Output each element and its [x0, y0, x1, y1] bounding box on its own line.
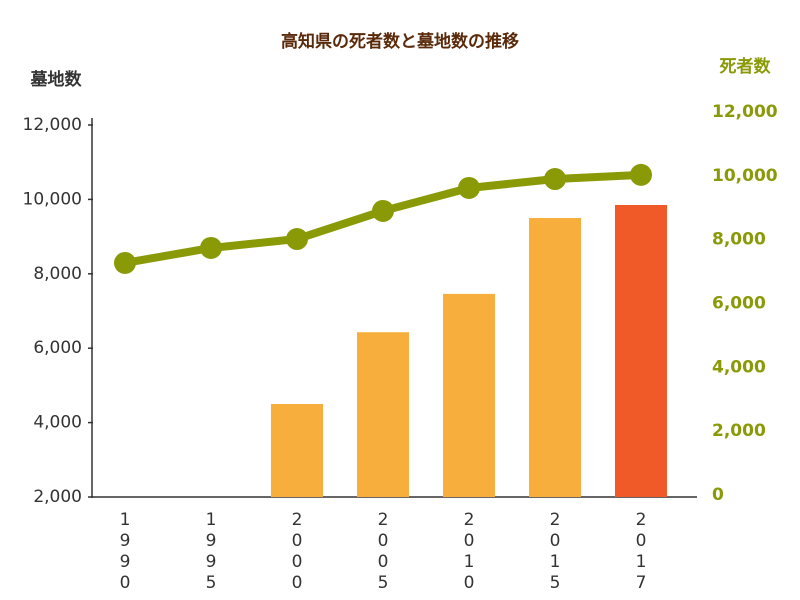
y2-tick-label: 0: [712, 485, 724, 505]
y-tick-label: 6,000: [33, 338, 82, 358]
x-tick-label: 2010: [459, 510, 479, 594]
x-tick-label: 2000: [287, 510, 307, 594]
y2-tick-label: 8,000: [712, 230, 766, 250]
line-marker: [630, 163, 652, 186]
chart-title: 高知県の死者数と墓地数の推移: [281, 31, 519, 52]
line-marker: [114, 251, 136, 274]
y-tick-label: 2,000: [33, 487, 82, 507]
bar: [529, 218, 581, 497]
y2-tick-label: 10,000: [712, 166, 778, 186]
x-tick-label: 2005: [373, 510, 393, 594]
y2-tick-label: 6,000: [712, 294, 766, 314]
line-marker: [286, 228, 308, 251]
y-tick-label: 8,000: [33, 264, 82, 284]
y-axis-label: 墓地数: [30, 69, 83, 90]
bar: [271, 404, 323, 497]
y2-tick-label: 12,000: [712, 102, 778, 122]
y2-tick-label: 4,000: [712, 357, 766, 377]
x-tick-label: 2015: [545, 510, 565, 594]
x-tick-label: 2017: [631, 510, 651, 594]
x-tick-label: 1990: [115, 510, 135, 594]
y-tick-label: 4,000: [33, 413, 82, 433]
y2-tick-label: 2,000: [712, 421, 766, 441]
y-tick-label: 10,000: [23, 189, 82, 209]
line-marker: [372, 199, 394, 222]
y-tick-label: 12,000: [23, 115, 82, 135]
line-marker: [458, 176, 480, 199]
bar: [443, 293, 495, 497]
line-marker: [544, 168, 566, 191]
x-tick-label: 1995: [201, 510, 221, 594]
bar: [357, 332, 409, 497]
bar: [615, 204, 667, 498]
y2-axis-label: 死者数: [720, 56, 772, 77]
line-marker: [200, 236, 222, 259]
